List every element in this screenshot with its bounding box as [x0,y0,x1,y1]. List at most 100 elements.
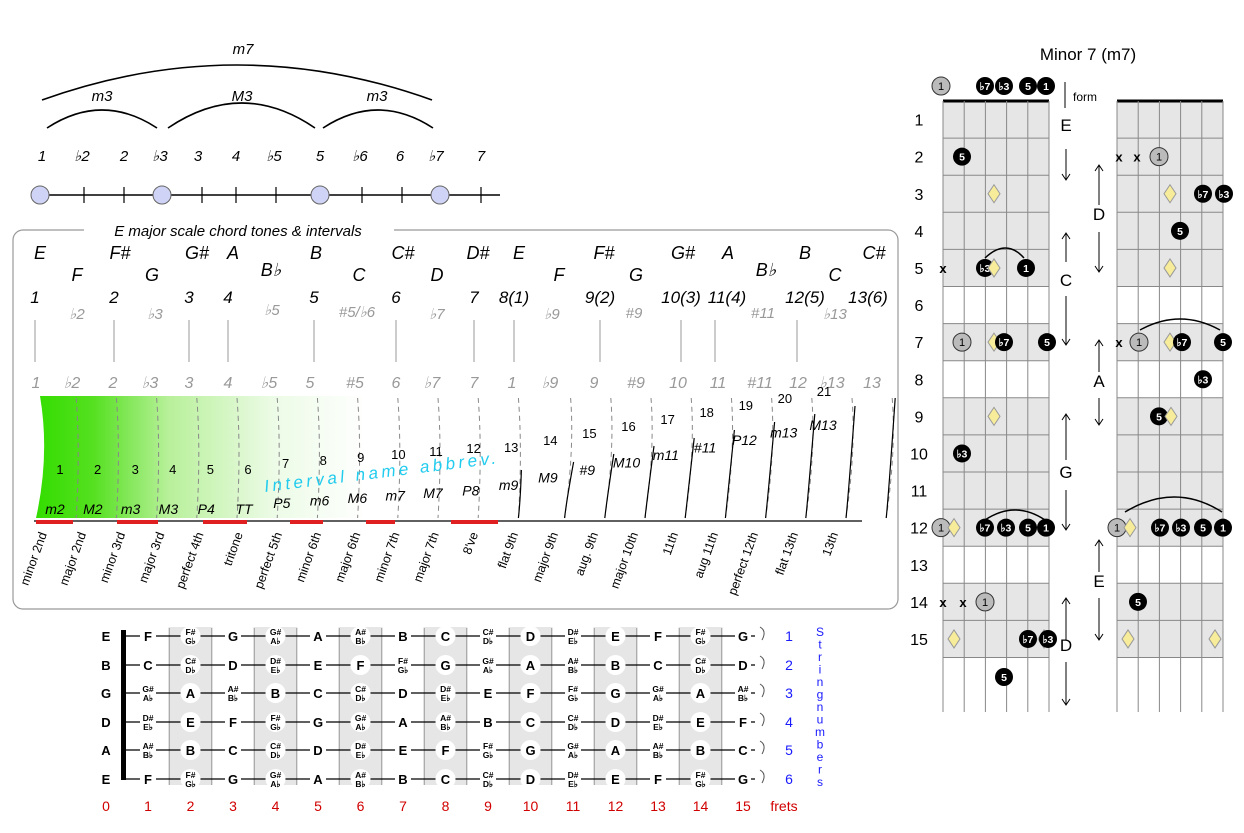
fret-note-sharp: C# [695,656,706,666]
scale-diamond [1163,183,1177,204]
interval-name: tritone [221,530,246,567]
fret-note-flat: D♭ [355,693,365,703]
note-backdrop [395,771,411,787]
scale-diamond [1163,258,1177,278]
string-brace [759,626,765,641]
interval-abbrev: m7 [385,488,406,504]
barre-arc [1124,496,1223,513]
semitone-divider [357,397,361,519]
scale-note-rows: E F# G# A B C# D# E F# G# A B C# F G B♭ C D F G B♭ C 1 2 3 4 5 6 7 8(… [30,243,888,362]
note-backdrop [605,626,626,646]
fret-note-flat: A♭ [355,722,365,732]
form-arrowhead [1061,523,1071,531]
fret-note-sharp: A# [355,770,366,780]
string-numbers-caption-letter: u [817,713,824,727]
fret-note: A [526,658,536,673]
fret-note: G [525,743,535,758]
arc-m3-b [322,109,434,129]
fret-note-sharp: G# [482,656,494,666]
scale-degree-alt: ♭9 [544,306,560,323]
note-backdrop [350,769,371,789]
interval-name: major 3rd [136,530,167,584]
note-backdrop [180,740,201,760]
form-arrowhead [1061,173,1071,181]
scale-diamond [1121,629,1135,649]
interval-name: perfect 4th [173,530,206,590]
fret-note: G [440,658,450,673]
string-numbers-caption-letter: i [819,663,822,677]
semitone-number: 18 [699,405,713,420]
note-backdrop [650,628,666,644]
note-backdrop [565,657,581,673]
fret-note-sharp: C# [355,684,366,694]
semitone-divider [236,397,240,519]
chord-tone-dot [1039,629,1057,648]
fret-note-sharp: F# [186,627,196,637]
form-arrowhead [1061,232,1071,240]
fret-note: B [398,629,407,644]
fret-note-sharp: F# [483,741,493,751]
fret-number: 3 [229,798,237,814]
note-backdrop [520,769,541,789]
note-backdrop [350,712,371,732]
fret-number: 9 [484,798,492,814]
scale-note-alt: G [629,265,643,285]
note-backdrop [480,771,496,787]
scale-degree: 12(5) [785,288,825,307]
fret-note-sharp: F# [696,627,706,637]
gray-degree: ♭13 [819,375,844,392]
fret-note: G [610,686,620,701]
chord-tone-label: 5 [1200,523,1206,535]
note-backdrop [565,742,581,758]
semitone-divider-solid [644,445,655,519]
chord-tone-dot [430,185,450,205]
chord-tone-dot [976,258,994,277]
note-backdrop [140,685,156,701]
note-backdrop [520,712,541,732]
fret-note: E [186,715,195,730]
note-backdrop [735,628,751,644]
fret-note-sharp: G# [652,684,664,694]
open-string-name: A [101,743,111,758]
root-dot [931,76,951,96]
form-letter: E [1093,572,1104,591]
semitone-number: 7 [282,456,289,471]
note-backdrop [265,740,286,760]
chord-tone-label: 5 [959,152,965,164]
fretboard-note-chart: E 1B 2G 3D 4A 5E 6F F#G♭ G G#A♭ A A#B♭ B C C#D♭ D D#E♭ E F… [101,625,825,814]
chord-tone-label: ♭7 [999,337,1010,349]
scale-note-alt: B♭ [756,260,777,280]
note-backdrop [395,714,411,730]
fret-note: G [228,629,238,644]
note-backdrop [690,655,711,675]
chord-tone-label: 5 [1220,337,1226,349]
chord-tone-label: 1 [1023,263,1029,275]
scale-note: F# [109,243,131,263]
fret-number: 14 [693,798,709,814]
root-dot [1149,147,1169,167]
fret-note: D [228,658,237,673]
fret-note: E [314,658,323,673]
chord-tone-dot [1019,518,1037,537]
note-backdrop [140,771,156,787]
fret-note-flat: A♭ [143,693,153,703]
note-backdrop [690,740,711,760]
semitone-number: 17 [660,412,674,427]
interval-name: minor 6th [293,530,324,584]
chord-tone-dot [1038,333,1056,352]
semitone-divider-solid [604,453,615,519]
fret-note: F [527,686,535,701]
note-backdrop [605,769,626,789]
semitone-divider [115,397,119,519]
root-dot-label: 1 [938,81,944,93]
fret-note: A [398,715,408,730]
fret-shade [338,627,383,785]
semitone-number: 19 [739,398,753,413]
note-backdrop [310,714,326,730]
note-backdrop [520,683,541,703]
interval-name: flat 9th [495,530,521,570]
string-number: 6 [785,771,793,787]
open-string-name: D [101,715,110,730]
note-backdrop [565,714,581,730]
string-brace [759,655,765,670]
